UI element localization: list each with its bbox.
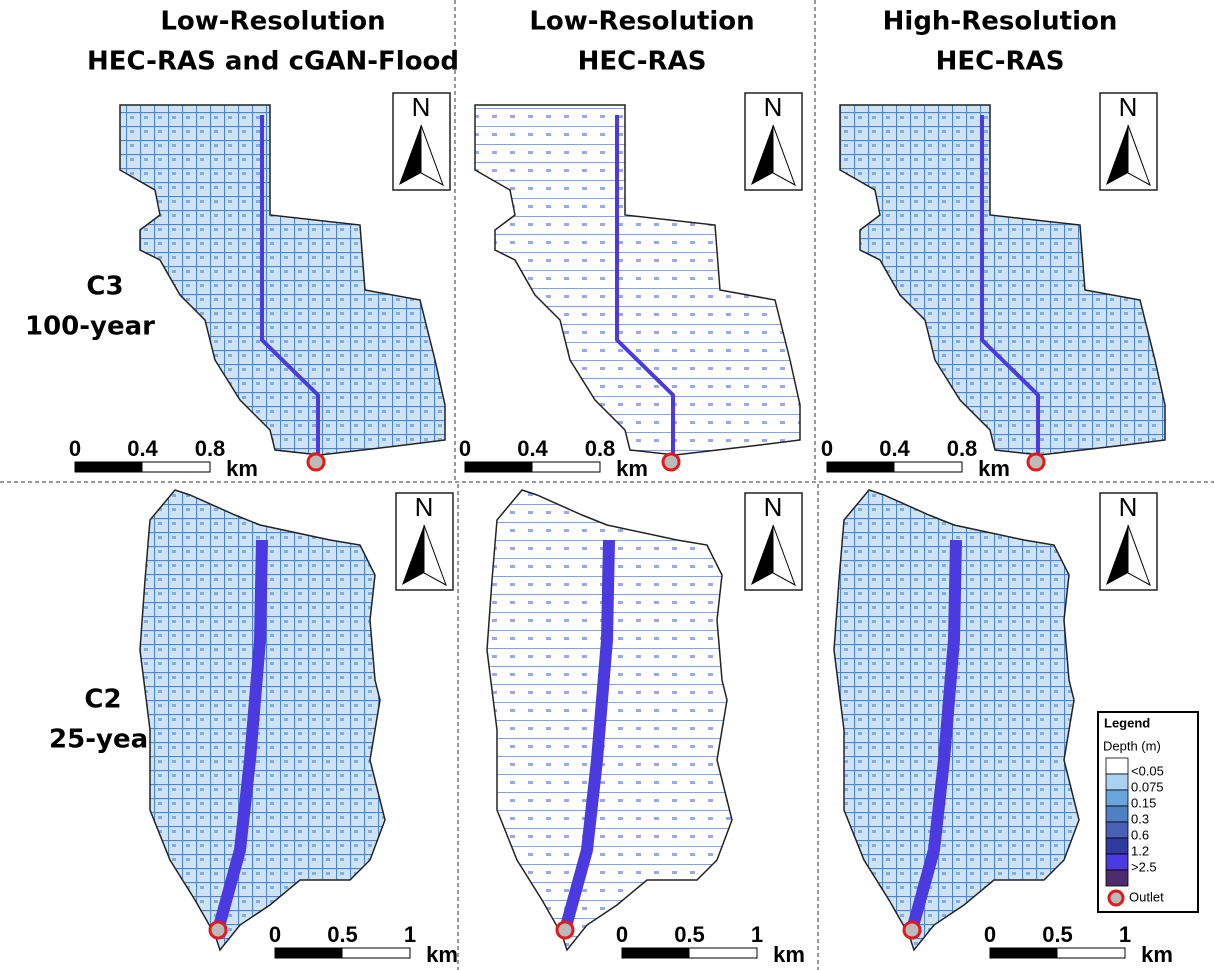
flood-map [487,490,732,950]
scale-unit: km [1141,942,1173,967]
scale-label: 0.8 [947,436,978,461]
scale-label: 1 [1119,922,1131,947]
scale-label: 0.8 [585,436,616,461]
legend-swatch [1106,806,1128,822]
north-label: N [415,492,434,522]
scale-label: 0.4 [517,436,548,461]
legend-label: 0.075 [1131,779,1164,794]
scale-label: 0.4 [127,436,158,461]
scale-unit: km [426,942,458,967]
scale-bar [465,462,533,472]
legend-swatch [1106,774,1128,790]
legend-swatch [1106,758,1128,774]
column-title: Low-Resolution [529,7,754,37]
column-title: High-Resolution [883,7,1118,37]
legend-swatch [1106,790,1128,806]
column-title: HEC-RAS [936,47,1065,77]
scale-label: 0.5 [674,922,705,947]
scale-unit: km [616,456,648,481]
legend-swatch [1106,854,1128,870]
legend-label: <0.05 [1131,763,1164,778]
north-label: N [1119,492,1138,522]
scale-label: 1 [404,922,416,947]
scale-unit: km [978,456,1010,481]
scale-label: 0 [984,922,996,947]
figure: Low-Resolution HEC-RAS and cGAN-Flood Low-… [0,0,1214,970]
outlet-marker [308,454,324,470]
north-label: N [764,92,783,122]
row-event: 25-year [49,725,161,755]
legend-label: >2.5 [1131,859,1157,874]
scale-label: 1 [751,922,763,947]
outlet-marker [557,922,573,938]
scale-bar [622,948,690,958]
column-title: Low-Resolution [160,7,385,37]
outlet-marker [904,922,920,938]
scale-label: 0.5 [1042,922,1073,947]
scale-bar [275,948,343,958]
legend-label: 1.2 [1131,843,1149,858]
flood-map [834,490,1079,950]
column-title: HEC-RAS [578,47,707,77]
legend-label: 0.6 [1131,827,1149,842]
scale-label: 0.4 [879,436,910,461]
north-label: N [1119,92,1138,122]
row-event: 100-year [25,312,155,342]
legend-title: Legend [1104,715,1150,730]
scale-label: 0 [69,436,81,461]
north-label: N [412,92,431,122]
legend-subtitle: Depth (m) [1103,738,1161,753]
scale-unit: km [226,456,258,481]
outlet-marker [210,922,226,938]
scale-label: 0.5 [327,922,358,947]
scale-unit: km [773,942,805,967]
legend-label: 0.3 [1131,811,1149,826]
column-title: HEC-RAS and cGAN-Flood [87,47,459,77]
legend-swatch [1106,822,1128,838]
flood-map [140,490,385,950]
legend-outlet [1109,891,1123,905]
legend-swatch [1106,838,1128,854]
scale-bar [990,948,1058,958]
outlet-marker [663,454,679,470]
scale-label: 0 [459,436,471,461]
scale-label: 0.8 [195,436,226,461]
legend-label: 0.15 [1131,795,1156,810]
legend-outlet-label: Outlet [1129,889,1164,904]
legend-swatch [1106,870,1128,886]
scale-label: 0 [821,436,833,461]
scale-label: 0 [616,922,628,947]
row-case: C2 [84,685,121,715]
row-case: C3 [86,272,123,302]
outlet-marker [1028,454,1044,470]
scale-bar [75,462,143,472]
north-label: N [764,492,783,522]
scale-bar [827,462,895,472]
scale-label: 0 [269,922,281,947]
